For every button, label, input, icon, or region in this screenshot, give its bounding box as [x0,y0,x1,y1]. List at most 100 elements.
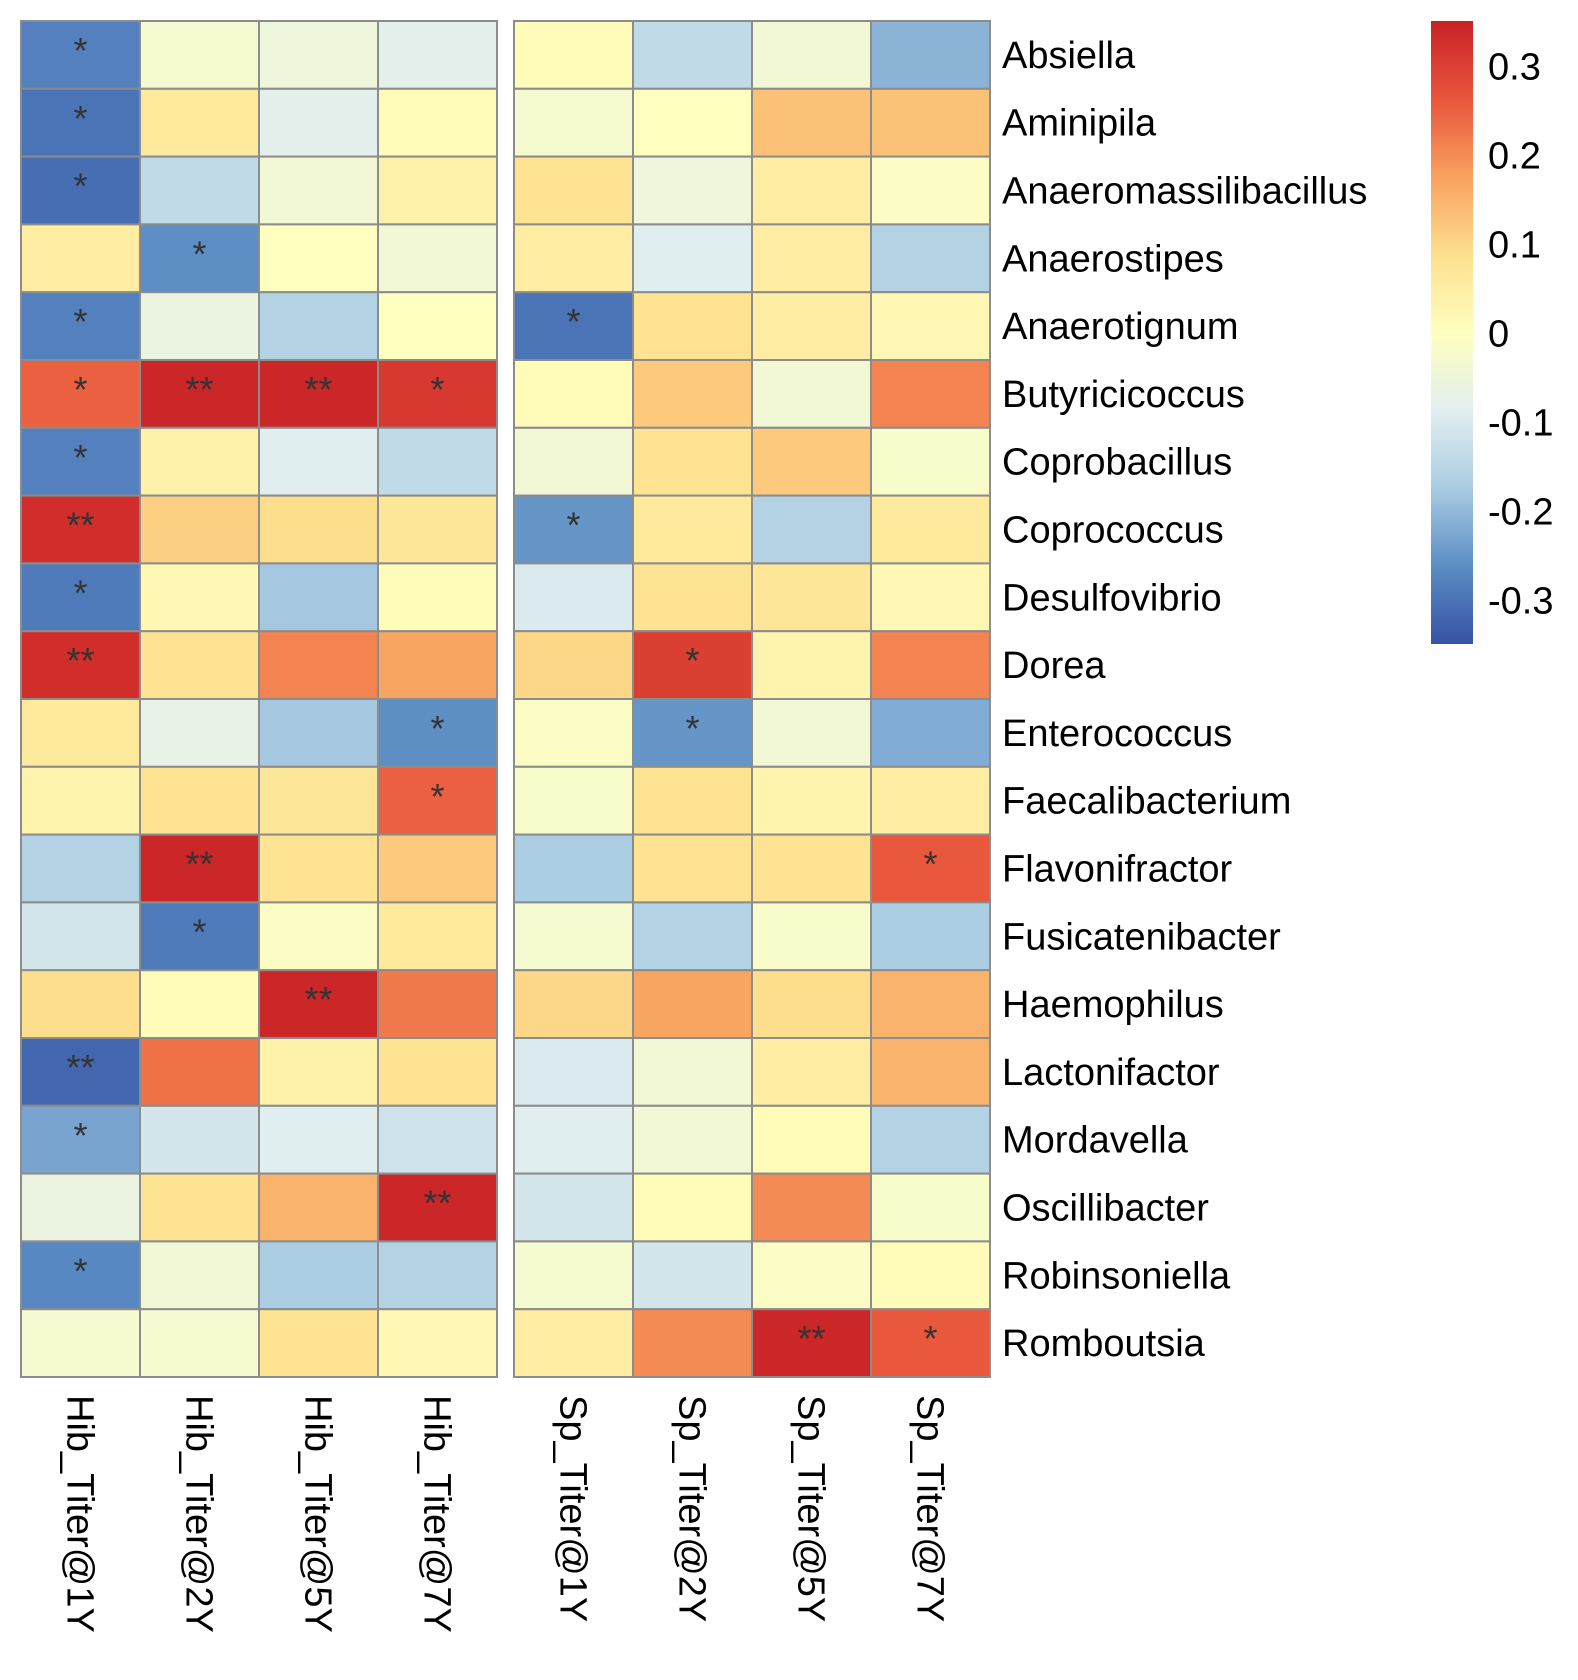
heatmap-cell [139,494,260,565]
significance-marker: * [73,1250,87,1291]
heatmap-cell [20,562,141,633]
column-labels: Hib_Titer@1Y Hib_Titer@2Y Hib_Titer@5Y Hib_… [59,1395,951,1633]
heatmap-cell [513,765,634,836]
heatmap-cell [139,359,260,429]
heatmap-cell [20,1240,141,1311]
heatmap-cell [258,562,379,633]
row-label: Anaerotignum [1002,306,1239,348]
heatmap-cell [139,562,260,633]
heatmap-cell [751,833,872,904]
significance-marker: * [73,166,87,207]
legend-tick-label: -0.3 [1488,581,1553,623]
significance-marker: ** [304,369,332,410]
significance-marker: * [566,505,580,546]
heatmap-cell [751,562,872,633]
heatmap-cell [513,426,634,497]
legend-tick-labels: 0.3 0.2 0.1 0 -0.1 -0.2 -0.3 [1488,47,1553,623]
heatmap-cell [377,1104,498,1175]
heatmap-cell [513,969,634,1040]
heatmap-cell [632,426,753,497]
significance-marker: * [73,437,87,478]
heatmap-cell [513,901,634,972]
significance-marker: * [430,369,444,410]
heatmap-cell [139,20,260,90]
heatmap-cell [870,155,991,226]
significance-marker: * [685,640,699,681]
heatmap-cell [377,359,498,429]
heatmap-cell [870,698,991,768]
heatmap-cell [377,1037,498,1107]
heatmap-cell [751,1172,872,1243]
heatmap-cell [377,765,498,836]
panel-frame [513,20,991,1378]
heatmap-cell [20,494,141,565]
heatmap-cell [632,155,753,226]
heatmap-cell [258,969,379,1040]
panel-frames [20,20,991,1378]
heatmap-cell [258,1037,379,1107]
heatmap-cell [377,562,498,633]
heatmap-cell [20,20,141,90]
heatmap-cell [20,1172,141,1243]
heatmap-cell [377,426,498,497]
significance-markers: ***** ** ** ** **** **** ** **** ************ * [66,30,937,1359]
significance-marker: * [73,30,87,71]
heatmap-cell [513,359,634,429]
heatmap-cell [258,901,379,972]
row-label: Flavonifractor [1002,849,1233,891]
significance-marker: * [73,572,87,613]
row-label: Faecalibacterium [1002,781,1291,823]
heatmap-cell [870,765,991,836]
row-label: Haemophilus [1002,984,1224,1026]
heatmap-cell [20,698,141,768]
legend-tick-label: 0.1 [1488,225,1541,267]
heatmap-cell [751,359,872,429]
heatmap-cell [139,1308,260,1378]
heatmap-cell [377,1240,498,1311]
row-label: Butyricicoccus [1002,374,1245,416]
heatmap-cell [258,291,379,362]
heatmap-cell [751,969,872,1040]
heatmap-cell [139,765,260,836]
heatmap-cell [258,698,379,768]
significance-marker: ** [423,1183,451,1224]
heatmap-cell [632,359,753,429]
heatmap-cell [139,1037,260,1107]
heatmap-cell [751,87,872,158]
heatmap-cell [377,698,498,768]
significance-marker: * [73,98,87,139]
panel-frame [20,20,498,1378]
heatmap-cell [870,359,991,429]
heatmap-cell [870,901,991,972]
significance-marker: ** [304,979,332,1020]
heatmap-cell [139,1172,260,1243]
heatmap-cell [258,223,379,294]
row-label: Anaeromassilibacillus [1002,171,1367,213]
heatmap-cell [258,87,379,158]
heatmap-cell [139,1240,260,1311]
heatmap-cell [513,1037,634,1107]
heatmap-cell [258,1172,379,1243]
row-label: Dorea [1002,645,1106,687]
heatmap-cell [632,87,753,158]
heatmap-cell [751,155,872,226]
heatmap-cell [513,223,634,294]
heatmap-cell [20,1308,141,1378]
row-label: Coprobacillus [1002,442,1232,484]
heatmap-cell [870,833,991,904]
heatmap-cell [632,630,753,701]
column-label: Sp_Titer@1Y [552,1395,594,1622]
color-legend: 0.3 0.2 0.1 0 -0.1 -0.2 -0.3 [1431,21,1553,644]
row-label: Desulfovibrio [1002,577,1222,619]
legend-tick-label: 0.2 [1488,136,1541,178]
heatmap-cell [139,698,260,768]
heatmap-cell [751,630,872,701]
heatmap-cell [632,1308,753,1378]
heatmap-cell [20,223,141,294]
heatmap-cell [377,494,498,565]
significance-marker: * [192,233,206,274]
legend-tick-label: -0.2 [1488,492,1553,534]
heatmap-cell [513,1104,634,1175]
heatmap-cell [377,901,498,972]
heatmap-cell [258,426,379,497]
